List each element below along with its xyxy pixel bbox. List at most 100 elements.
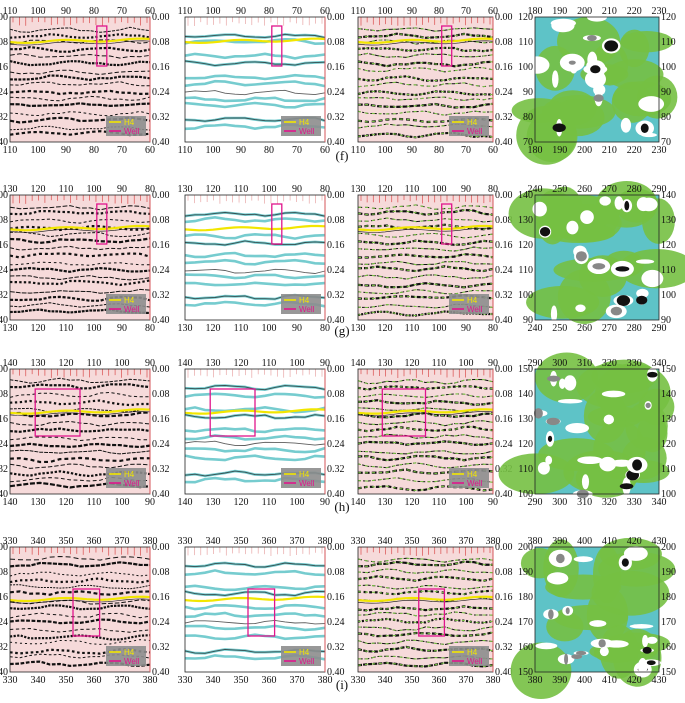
y-tick-label-left: 0.40	[0, 489, 8, 500]
x-tick-label-top: 80	[320, 184, 330, 195]
x-tick-label-top: 60	[488, 6, 498, 17]
x-tick-label-bottom: 130	[31, 497, 46, 508]
overlay-band	[357, 455, 494, 461]
x-tick-label-bottom: 100	[290, 497, 305, 508]
x-tick-label-bottom: 120	[234, 497, 249, 508]
map-y-tick-label-left: 180	[518, 592, 533, 603]
x-tick-label-top: 130	[378, 358, 393, 369]
reflector	[9, 210, 151, 216]
map-white-blob	[620, 117, 632, 133]
x-tick-label-top: 110	[262, 358, 277, 369]
seismic-wiggle-panel: H4Well11011010010090908080707060600.000.…	[0, 6, 170, 156]
x-tick-label-bottom: 90	[461, 323, 471, 334]
map-x-tick-label-top: 410	[602, 536, 617, 547]
x-tick-label-top: 350	[405, 536, 420, 547]
overlay-band	[357, 617, 494, 624]
map-white-blob	[532, 201, 547, 217]
row-caption: (i)	[336, 677, 348, 692]
overlay-band	[357, 260, 494, 266]
map-y-tick-label-right: 180	[661, 592, 676, 603]
x-tick-label-bottom: 110	[59, 323, 74, 334]
x-tick-label-top: 90	[320, 358, 330, 369]
x-tick-label-bottom: 130	[206, 497, 221, 508]
well-box	[34, 388, 81, 437]
legend-h4-label: H4	[124, 648, 135, 657]
map-white-blob	[641, 269, 664, 288]
x-tick-label-bottom: 130	[3, 323, 18, 334]
x-tick-label-bottom: 130	[178, 323, 193, 334]
overlay-band	[357, 110, 494, 116]
y-tick-label-right: 0.00	[152, 12, 170, 23]
x-tick-label-top: 380	[486, 536, 501, 547]
y-tick-label-left: 0.16	[0, 414, 8, 425]
y-tick-label-right: 0.32	[152, 642, 170, 653]
map-dark-blob	[616, 295, 631, 306]
map-y-tick-label-right: 110	[661, 37, 676, 48]
overlay-band	[357, 289, 493, 295]
legend-h4-label: H4	[124, 296, 135, 305]
map-y-tick-label-left: 70	[523, 137, 533, 148]
map-green-patch	[625, 402, 668, 450]
map-y-tick-label-right: 130	[661, 215, 676, 226]
legend-h4-label: H4	[299, 648, 310, 657]
x-tick-label-bottom: 90	[292, 323, 302, 334]
reflector	[357, 484, 494, 492]
y-tick-label-left: 0.08	[0, 567, 8, 578]
legend-well-label: Well	[124, 127, 140, 136]
attribute-band-edge	[184, 562, 326, 568]
x-tick-label-top: 100	[31, 6, 46, 17]
x-tick-label-bottom: 60	[488, 145, 498, 156]
x-tick-label-top: 120	[31, 184, 46, 195]
x-tick-label-bottom: 360	[432, 675, 447, 686]
attribute-band	[184, 215, 326, 224]
seismic-wiggle-panel: H4Well130130120120110110100100909080800.…	[0, 184, 170, 334]
attribute-band	[184, 454, 326, 462]
x-tick-label-top: 110	[59, 184, 74, 195]
map-y-tick-label-left: 90	[523, 87, 533, 98]
row-caption: (g)	[334, 323, 349, 338]
attribute-band-edge	[184, 240, 326, 246]
map-y-tick-label-left: 110	[518, 464, 533, 475]
reflector	[357, 378, 494, 385]
map-x-tick-label-top: 270	[602, 184, 617, 195]
y-tick-label-right: 0.16	[327, 62, 345, 73]
y-tick-label-right: 0.40	[495, 315, 513, 326]
overlay-band	[357, 96, 494, 101]
y-tick-label-right: 0.40	[152, 667, 170, 678]
map-y-tick-label-right: 100	[661, 290, 676, 301]
map-white-blob	[552, 70, 559, 88]
x-tick-label-bottom: 330	[178, 675, 193, 686]
attribute-band	[184, 577, 326, 584]
x-tick-label-bottom: 100	[432, 323, 447, 334]
y-tick-label-right: 0.08	[152, 389, 170, 400]
well-box	[418, 588, 446, 637]
y-tick-label-right: 0.08	[495, 37, 513, 48]
x-tick-label-bottom: 380	[318, 675, 333, 686]
map-y-tick-label-right: 120	[661, 12, 676, 23]
legend-well-label: Well	[124, 657, 140, 666]
attribute-band	[184, 273, 326, 280]
y-tick-label-right: 0.40	[495, 137, 513, 148]
reflector	[9, 463, 151, 469]
overlay-band	[357, 450, 494, 455]
y-tick-label-left: 0.00	[0, 542, 8, 553]
map-white-blob	[635, 259, 655, 264]
map-x-tick-label-top: 320	[602, 358, 617, 369]
map-x-tick-label-top: 330	[627, 358, 642, 369]
x-tick-label-bottom: 340	[378, 675, 393, 686]
attribute-band-edge	[184, 60, 326, 67]
map-white-blob	[614, 196, 624, 210]
x-tick-label-top: 80	[89, 6, 99, 17]
map-x-tick-label-bottom: 330	[627, 497, 642, 508]
legend-well-label: Well	[299, 479, 315, 488]
overlay-band	[357, 485, 494, 491]
x-tick-label-bottom: 140	[3, 497, 18, 508]
overlay-band	[357, 605, 494, 612]
horizon-h4-line	[9, 224, 151, 232]
y-tick-label-right: 0.08	[327, 389, 345, 400]
horizon-h4-line	[184, 595, 326, 603]
horizon-h4-shadow	[357, 40, 494, 46]
